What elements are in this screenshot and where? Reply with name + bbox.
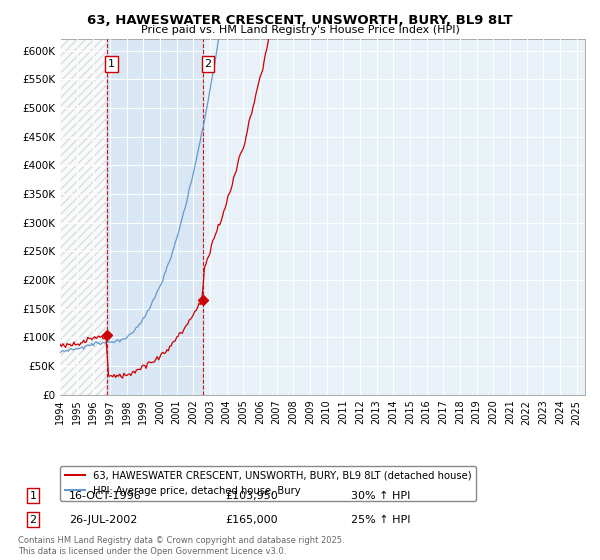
- Text: 26-JUL-2002: 26-JUL-2002: [69, 515, 137, 525]
- Text: £165,000: £165,000: [225, 515, 278, 525]
- Text: 2: 2: [205, 59, 211, 69]
- Text: 63, HAWESWATER CRESCENT, UNSWORTH, BURY, BL9 8LT: 63, HAWESWATER CRESCENT, UNSWORTH, BURY,…: [87, 14, 513, 27]
- Text: 1: 1: [108, 59, 115, 69]
- Text: £103,950: £103,950: [225, 491, 278, 501]
- Bar: [107, 39, 203, 395]
- Text: 2: 2: [29, 515, 37, 525]
- Legend: 63, HAWESWATER CRESCENT, UNSWORTH, BURY, BL9 8LT (detached house), HPI: Average : 63, HAWESWATER CRESCENT, UNSWORTH, BURY,…: [60, 465, 476, 501]
- Text: 25% ↑ HPI: 25% ↑ HPI: [351, 515, 410, 525]
- Text: 16-OCT-1996: 16-OCT-1996: [69, 491, 142, 501]
- Text: 1: 1: [29, 491, 37, 501]
- Text: Contains HM Land Registry data © Crown copyright and database right 2025.
This d: Contains HM Land Registry data © Crown c…: [18, 536, 344, 556]
- Text: Price paid vs. HM Land Registry's House Price Index (HPI): Price paid vs. HM Land Registry's House …: [140, 25, 460, 35]
- Bar: [60, 39, 106, 395]
- Text: 30% ↑ HPI: 30% ↑ HPI: [351, 491, 410, 501]
